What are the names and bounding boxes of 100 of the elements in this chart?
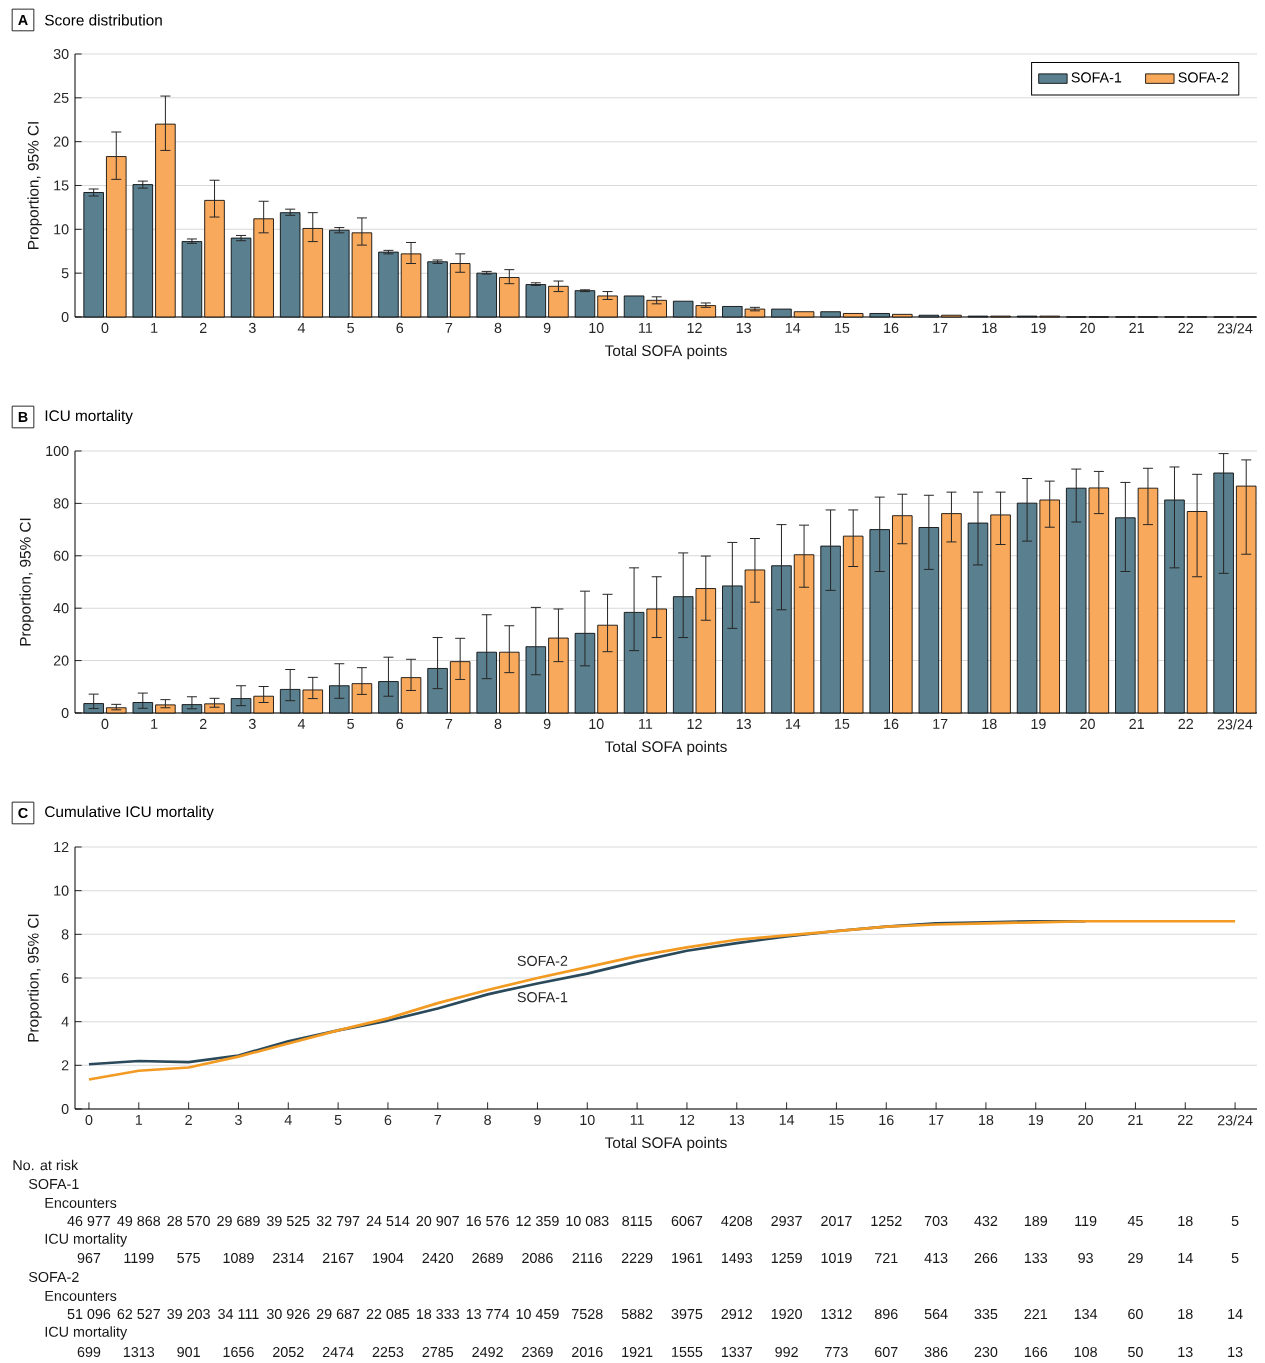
x-tick-label: 0 bbox=[85, 1114, 93, 1126]
x-tick-label: 17 bbox=[929, 1114, 944, 1125]
x-tick-label: 8 bbox=[484, 1114, 491, 1126]
text: 29 bbox=[1128, 1252, 1143, 1264]
text: 93 bbox=[1078, 1252, 1093, 1264]
x-tick-label: 12 bbox=[687, 718, 702, 729]
text: 2420 bbox=[422, 1252, 454, 1264]
text: 386 bbox=[924, 1346, 948, 1358]
text: 39 525 bbox=[266, 1215, 310, 1227]
text: 2016 bbox=[572, 1346, 603, 1358]
text: 6067 bbox=[671, 1215, 703, 1227]
x-tick-label: 18 bbox=[979, 1114, 994, 1126]
text: 1555 bbox=[672, 1347, 703, 1357]
chart-title: ICU mortality bbox=[45, 409, 133, 425]
text: 5 bbox=[1231, 1253, 1239, 1263]
text: 13 bbox=[1178, 1346, 1193, 1358]
y-tick-label: 10 bbox=[54, 224, 69, 235]
x-tick-label: 23/24 bbox=[1217, 322, 1253, 334]
x-tick-label: 11 bbox=[630, 1114, 644, 1125]
text: 2116 bbox=[572, 1252, 603, 1264]
x-tick-label: 3 bbox=[248, 718, 256, 730]
text: 46 977 bbox=[67, 1215, 111, 1227]
x-tick-label: 9 bbox=[534, 1114, 541, 1126]
text: ICU mortality bbox=[45, 1233, 128, 1247]
text: 1259 bbox=[771, 1252, 802, 1264]
x-tick-label: 23/24 bbox=[1217, 718, 1253, 730]
x-axis-title: Total SOFA points bbox=[604, 344, 727, 360]
text: 2474 bbox=[322, 1346, 354, 1357]
text: 16 576 bbox=[466, 1215, 509, 1227]
x-tick-label: 19 bbox=[1031, 322, 1046, 334]
x-tick-label: 1 bbox=[151, 718, 158, 729]
x-tick-label: 18 bbox=[982, 322, 997, 334]
x-tick-label: 12 bbox=[680, 1114, 695, 1125]
x-tick-label: 22 bbox=[1178, 1114, 1193, 1125]
y-axis-title: Proportion, 95% CI bbox=[19, 518, 34, 646]
text: 18 333 bbox=[416, 1308, 460, 1320]
text: 18 bbox=[1178, 1215, 1193, 1227]
y-tick-label: 8 bbox=[61, 929, 69, 940]
text: 1656 bbox=[223, 1346, 254, 1358]
y-tick-label: 30 bbox=[53, 48, 69, 60]
x-tick-label: 21 bbox=[1129, 718, 1144, 729]
x-tick-label: 21 bbox=[1129, 322, 1144, 333]
text: ICU mortality bbox=[45, 1326, 128, 1340]
x-tick-label: 9 bbox=[543, 322, 551, 334]
y-tick-label: 5 bbox=[61, 268, 69, 279]
text: 2017 bbox=[821, 1215, 852, 1227]
x-tick-label: 18 bbox=[982, 718, 997, 730]
x-tick-label: 13 bbox=[736, 718, 751, 730]
text: 1089 bbox=[223, 1252, 254, 1264]
chart-title: Score distribution bbox=[45, 14, 162, 26]
y-tick-label: 60 bbox=[53, 550, 69, 561]
text: 1921 bbox=[622, 1346, 653, 1358]
x-tick-label: 15 bbox=[835, 718, 850, 729]
text: A bbox=[18, 15, 28, 25]
text: 39 203 bbox=[167, 1308, 210, 1320]
text: 1920 bbox=[771, 1308, 802, 1320]
text: SOFA-1 bbox=[28, 1178, 79, 1190]
text: 2912 bbox=[721, 1308, 752, 1320]
y-tick-label: 0 bbox=[61, 1103, 69, 1115]
text: 32 797 bbox=[316, 1215, 360, 1227]
x-tick-label: 16 bbox=[884, 718, 899, 730]
text: 1312 bbox=[821, 1308, 852, 1320]
x-tick-label: 19 bbox=[1028, 1114, 1044, 1126]
text: No. at risk bbox=[13, 1159, 79, 1171]
y-axis-title: Proportion, 95% CI bbox=[27, 914, 42, 1042]
x-tick-label: 8 bbox=[494, 322, 502, 334]
x-tick-label: 17 bbox=[933, 322, 948, 333]
text: 2369 bbox=[522, 1346, 553, 1358]
x-tick-label: 7 bbox=[445, 322, 453, 333]
chart-title: Cumulative ICU mortality bbox=[45, 805, 214, 821]
text: 901 bbox=[177, 1346, 200, 1358]
y-tick-label: 0 bbox=[61, 707, 69, 719]
x-tick-label: 10 bbox=[589, 718, 604, 730]
x-axis-title: Total SOFA points bbox=[604, 1136, 727, 1152]
text: 3975 bbox=[671, 1308, 703, 1320]
x-tick-label: 6 bbox=[384, 1114, 392, 1126]
text: 30 926 bbox=[266, 1308, 310, 1320]
x-tick-label: 7 bbox=[434, 1114, 442, 1125]
text: 13 bbox=[1228, 1346, 1243, 1358]
text: 1961 bbox=[672, 1252, 703, 1264]
x-tick-label: 20 bbox=[1080, 718, 1095, 730]
text: 20 907 bbox=[416, 1215, 459, 1227]
x-tick-label: 13 bbox=[736, 322, 751, 334]
text: 1199 bbox=[124, 1252, 154, 1264]
text: 119 bbox=[1075, 1215, 1097, 1227]
text: 10 083 bbox=[566, 1215, 609, 1227]
text: 2086 bbox=[522, 1252, 553, 1264]
text: 5882 bbox=[621, 1308, 653, 1320]
series-label: SOFA-1 bbox=[517, 992, 568, 1003]
text: 7528 bbox=[572, 1308, 603, 1320]
text: 14 bbox=[1228, 1309, 1243, 1319]
text: 699 bbox=[77, 1346, 101, 1358]
text: 2492 bbox=[472, 1346, 503, 1358]
text: 1313 bbox=[123, 1346, 155, 1358]
y-tick-label: 100 bbox=[46, 445, 69, 457]
text: 60 bbox=[1128, 1308, 1143, 1320]
text: 230 bbox=[974, 1346, 998, 1358]
text: 1019 bbox=[821, 1252, 852, 1264]
text: 896 bbox=[874, 1308, 898, 1320]
y-tick-label: 25 bbox=[53, 92, 69, 103]
